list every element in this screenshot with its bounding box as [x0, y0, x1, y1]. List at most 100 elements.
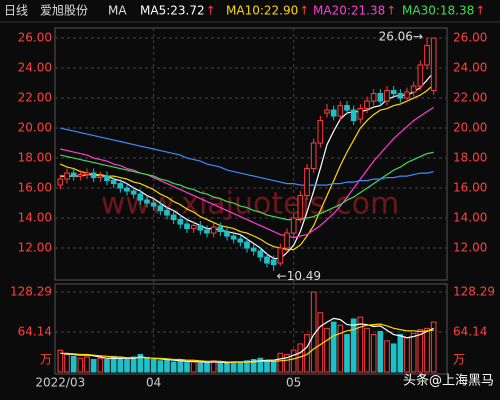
- volume-bar: [384, 340, 390, 373]
- ma-line: [60, 106, 435, 239]
- price-frame: [54, 27, 448, 281]
- candle-body: [330, 109, 337, 117]
- y-tick-label-right: 24.00: [453, 61, 487, 75]
- volume-bar: [170, 361, 177, 373]
- period: 日线: [4, 4, 28, 18]
- candle-body: [70, 172, 77, 177]
- volume-bar: [324, 327, 330, 373]
- y-tick-label-right: 14.00: [453, 211, 487, 225]
- y-tick-label: 24.00: [18, 61, 52, 75]
- ma-arrow: ↑: [475, 4, 485, 18]
- y-tick-label: 22.00: [18, 91, 52, 105]
- candle-body: [137, 193, 144, 201]
- candle-body: [390, 90, 397, 95]
- candle-body: [284, 232, 290, 249]
- candle-body: [64, 172, 70, 180]
- ma-item: MA30:18.38: [402, 4, 474, 18]
- y-tick-label: 14.00: [18, 211, 52, 225]
- volume-bar: [184, 362, 190, 373]
- volume-bar: [410, 332, 417, 373]
- candle-body: [97, 175, 104, 179]
- volume-bar: [430, 321, 437, 373]
- volume-bar: [177, 360, 184, 373]
- volume-bar: [377, 330, 384, 373]
- y-tick-label-right: 26.00: [453, 31, 487, 45]
- volume-bar: [117, 357, 124, 373]
- candle-body: [350, 109, 357, 122]
- candle-body: [237, 238, 244, 243]
- candle-body: [210, 226, 217, 234]
- candle-body: [130, 190, 137, 195]
- candle-body: [424, 45, 430, 66]
- candle-body: [377, 93, 384, 102]
- volume-bar: [277, 352, 284, 373]
- candle-body: [257, 250, 264, 258]
- candle-body: [244, 241, 250, 249]
- y-tick-label: 16.00: [18, 181, 52, 195]
- candle-body: [337, 105, 344, 117]
- y-tick-label-right: 22.00: [453, 91, 487, 105]
- candle-body: [104, 175, 110, 182]
- volume-bar: [264, 360, 270, 373]
- ma-lines: [60, 71, 435, 260]
- candle-body: [197, 225, 204, 231]
- candle-body: [364, 100, 370, 110]
- watermark: www.xiajuotejs.com: [101, 187, 399, 222]
- candle-body: [410, 85, 417, 93]
- volume-bar: [130, 356, 137, 373]
- min-label: ←10.49: [277, 269, 321, 283]
- candle-body: [90, 172, 97, 179]
- unit-label: 万: [40, 353, 52, 367]
- unit-label-right: 万: [453, 353, 465, 367]
- candle-body: [204, 229, 210, 234]
- ma-arrow: ↑: [206, 4, 216, 18]
- y-tick-label-right: 128.29: [453, 285, 495, 299]
- ma-item: MA10:22.90: [226, 4, 298, 18]
- volume-bar: [224, 362, 230, 373]
- volume-frame: [54, 283, 448, 375]
- volume-bar: [424, 327, 430, 373]
- volume-bar: [210, 360, 217, 373]
- x-tick-label: 05: [286, 376, 301, 390]
- candle-body: [110, 180, 117, 185]
- ma-item: MA20:21.38: [313, 4, 385, 18]
- candle-body: [397, 93, 404, 99]
- candle-body: [77, 174, 84, 177]
- volume-bar: [244, 360, 250, 373]
- volume-bar: [150, 359, 157, 373]
- candle-body: [290, 217, 297, 234]
- volume-bar: [284, 354, 290, 373]
- candle-body: [57, 178, 64, 186]
- candle-body: [170, 214, 177, 221]
- y-tick-label: 12.00: [18, 241, 52, 255]
- volume-bar: [217, 362, 224, 373]
- volume-bar: [77, 357, 84, 373]
- volume-bar: [190, 361, 197, 373]
- candle-body: [317, 120, 324, 144]
- ma-arrow: ↑: [299, 4, 309, 18]
- candle-body: [310, 142, 317, 170]
- candle-body: [264, 256, 270, 264]
- candle-body: [117, 183, 124, 189]
- candle-body: [430, 37, 437, 92]
- volume-bar: [144, 357, 150, 373]
- candle-body: [177, 219, 184, 225]
- volume-bar: [357, 316, 364, 373]
- max-label: 26.06→: [379, 30, 423, 44]
- candle-body: [384, 90, 390, 102]
- ma-line: [60, 323, 434, 363]
- candle-body: [357, 108, 364, 120]
- candle-body: [304, 168, 310, 197]
- ma-line: [60, 151, 434, 221]
- volume-bar: [204, 361, 210, 373]
- candle-body: [217, 226, 224, 233]
- volume-bar: [197, 362, 204, 373]
- volume-bar: [97, 357, 104, 373]
- volume-bar: [350, 318, 357, 373]
- candle-body: [144, 199, 150, 204]
- candle-body: [344, 105, 350, 111]
- y-tick-label: 128.29: [10, 285, 52, 299]
- volume-bar: [84, 356, 90, 373]
- candle-body: [404, 91, 410, 99]
